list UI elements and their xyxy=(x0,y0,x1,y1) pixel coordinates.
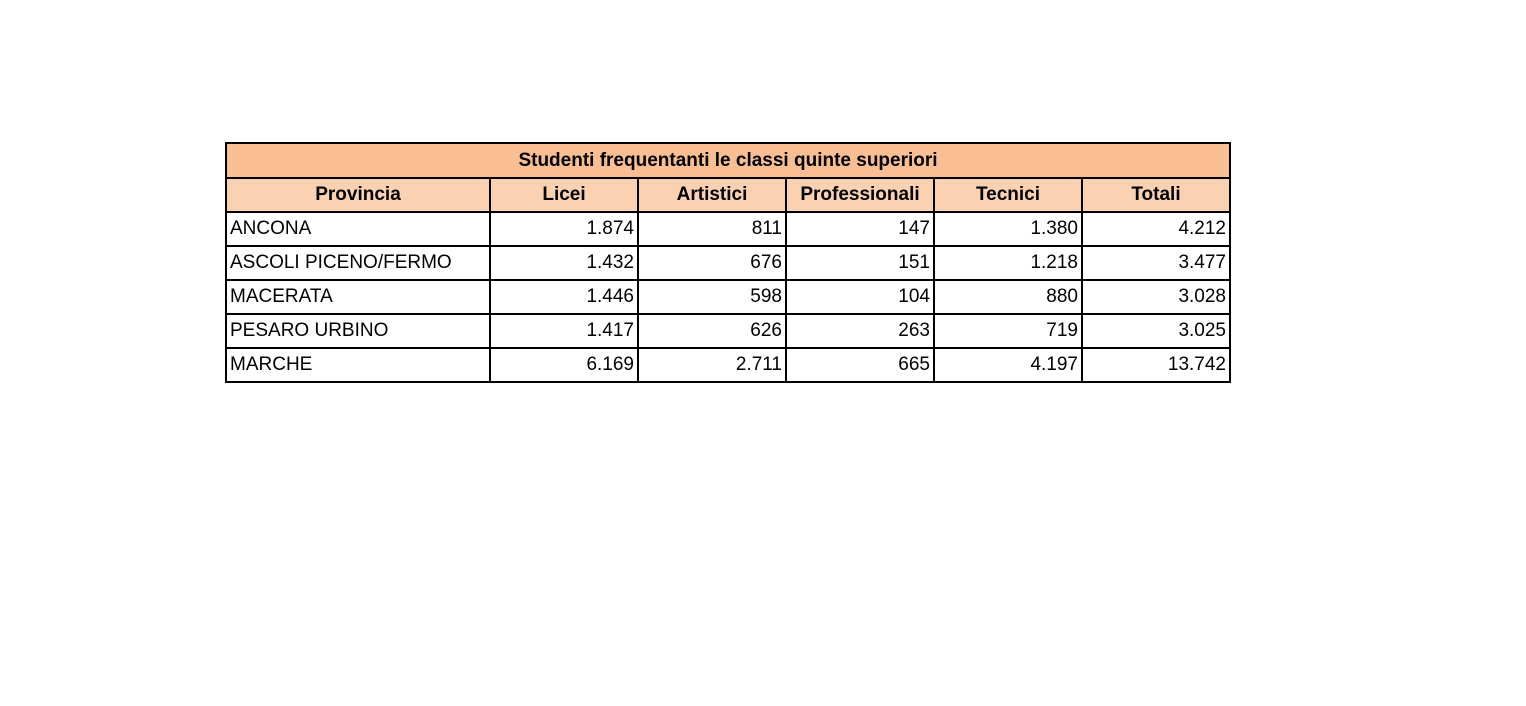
cell-professionali: 263 xyxy=(785,313,935,349)
cell-tecnici: 880 xyxy=(933,279,1083,315)
cell-tecnici: 719 xyxy=(933,313,1083,349)
cell-artistici: 598 xyxy=(637,279,787,315)
table-title: Studenti frequentanti le classi quinte s… xyxy=(225,142,1231,179)
cell-professionali: 147 xyxy=(785,211,935,247)
cell-provincia: MACERATA xyxy=(225,279,491,315)
cell-totali: 13.742 xyxy=(1081,347,1231,383)
cell-provincia: ASCOLI PICENO/FERMO xyxy=(225,245,491,281)
column-header-provincia: Provincia xyxy=(225,177,491,213)
table-row: ANCONA 1.874 811 147 1.380 4.212 xyxy=(225,211,1231,247)
cell-licei: 1.432 xyxy=(489,245,639,281)
cell-licei: 6.169 xyxy=(489,347,639,383)
students-table: Studenti frequentanti le classi quinte s… xyxy=(225,142,1231,383)
cell-tecnici: 1.380 xyxy=(933,211,1083,247)
table-row: MACERATA 1.446 598 104 880 3.028 xyxy=(225,279,1231,315)
cell-artistici: 2.711 xyxy=(637,347,787,383)
cell-professionali: 104 xyxy=(785,279,935,315)
cell-professionali: 151 xyxy=(785,245,935,281)
table-title-row: Studenti frequentanti le classi quinte s… xyxy=(225,142,1231,179)
table-row: ASCOLI PICENO/FERMO 1.432 676 151 1.218 … xyxy=(225,245,1231,281)
table-row-total: MARCHE 6.169 2.711 665 4.197 13.742 xyxy=(225,347,1231,383)
column-header-artistici: Artistici xyxy=(637,177,787,213)
cell-provincia: ANCONA xyxy=(225,211,491,247)
cell-totali: 3.028 xyxy=(1081,279,1231,315)
table-row: PESARO URBINO 1.417 626 263 719 3.025 xyxy=(225,313,1231,349)
cell-professionali: 665 xyxy=(785,347,935,383)
cell-provincia: MARCHE xyxy=(225,347,491,383)
cell-licei: 1.874 xyxy=(489,211,639,247)
column-header-professionali: Professionali xyxy=(785,177,935,213)
cell-tecnici: 4.197 xyxy=(933,347,1083,383)
cell-totali: 3.025 xyxy=(1081,313,1231,349)
cell-artistici: 676 xyxy=(637,245,787,281)
cell-totali: 4.212 xyxy=(1081,211,1231,247)
table-header-row: Provincia Licei Artistici Professionali … xyxy=(225,177,1231,213)
cell-licei: 1.417 xyxy=(489,313,639,349)
column-header-totali: Totali xyxy=(1081,177,1231,213)
cell-provincia: PESARO URBINO xyxy=(225,313,491,349)
column-header-licei: Licei xyxy=(489,177,639,213)
cell-tecnici: 1.218 xyxy=(933,245,1083,281)
cell-totali: 3.477 xyxy=(1081,245,1231,281)
students-table-container: Studenti frequentanti le classi quinte s… xyxy=(225,142,1231,383)
column-header-tecnici: Tecnici xyxy=(933,177,1083,213)
cell-artistici: 811 xyxy=(637,211,787,247)
cell-licei: 1.446 xyxy=(489,279,639,315)
cell-artistici: 626 xyxy=(637,313,787,349)
